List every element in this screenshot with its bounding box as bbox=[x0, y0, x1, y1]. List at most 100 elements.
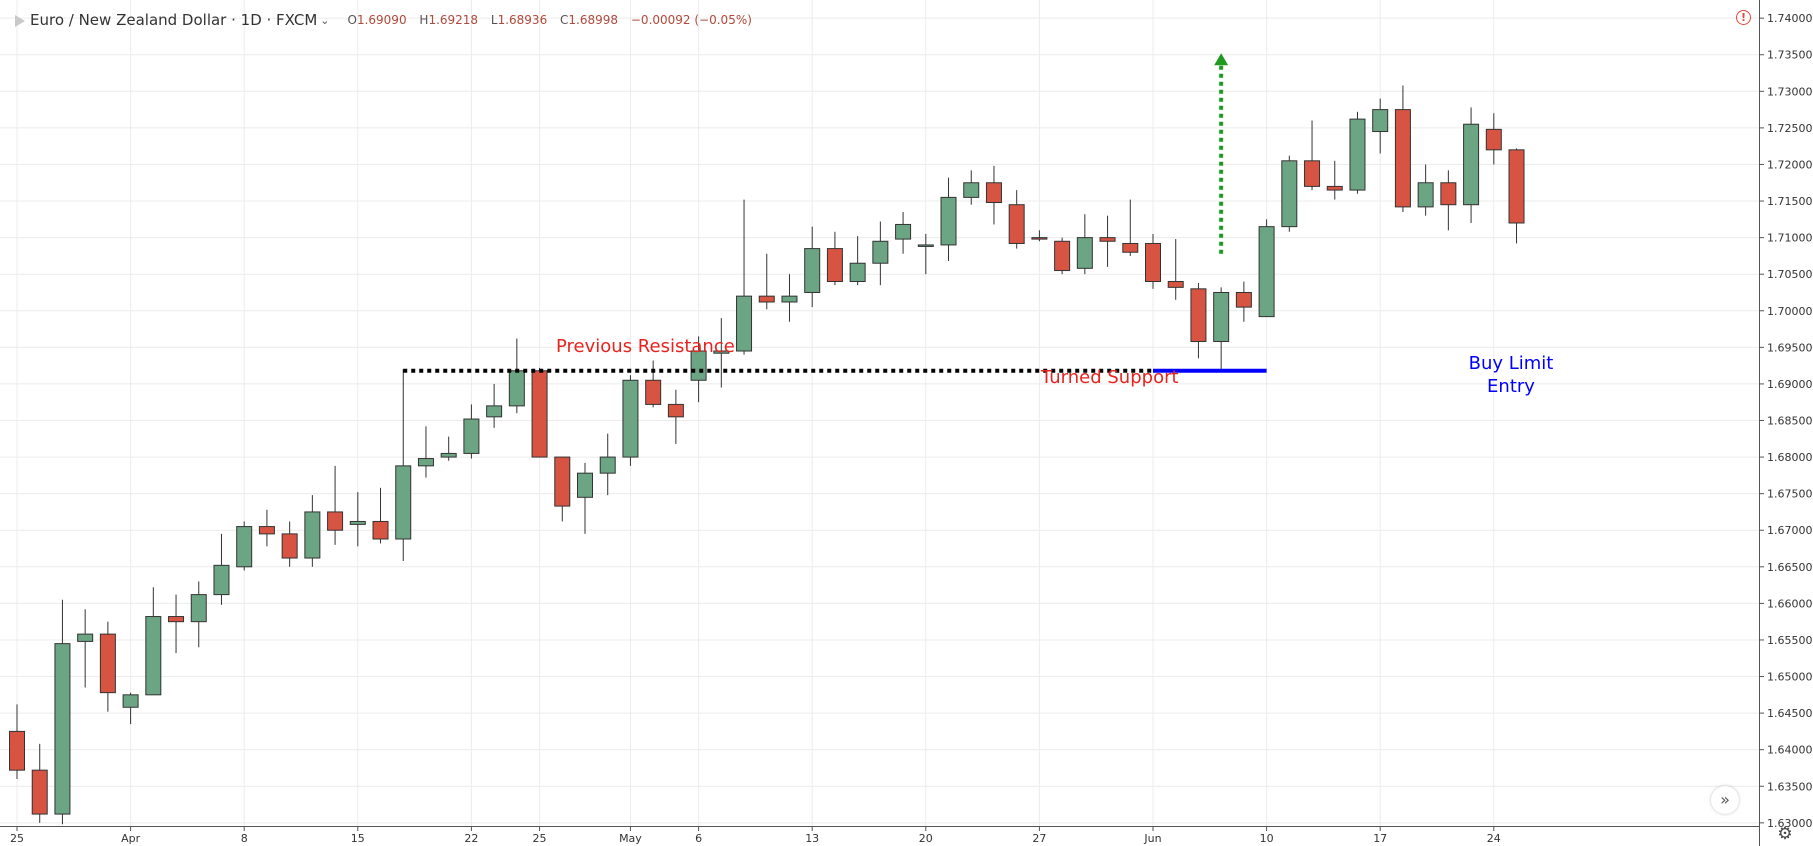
candle-body bbox=[486, 405, 503, 418]
candle-down bbox=[1167, 239, 1184, 300]
time-tick-label: May bbox=[619, 832, 642, 845]
candle-up bbox=[190, 581, 207, 648]
time-tick-label: Apr bbox=[121, 832, 141, 845]
candle-body bbox=[804, 248, 821, 293]
candle-down bbox=[1190, 282, 1207, 359]
candle-down bbox=[372, 487, 389, 544]
candle-up bbox=[1258, 219, 1275, 318]
time-tick-label: 15 bbox=[351, 832, 365, 845]
candle-down bbox=[258, 509, 275, 547]
price-tick-label: 1.72500 bbox=[1767, 122, 1813, 135]
candle-body bbox=[1485, 128, 1502, 151]
candle-body bbox=[1213, 291, 1230, 342]
previous-resistance-label: Previous Resistance bbox=[556, 336, 735, 357]
candle-down bbox=[1122, 199, 1139, 256]
candle-body bbox=[1349, 118, 1366, 191]
candle-down bbox=[645, 360, 662, 408]
candle-down bbox=[168, 594, 185, 654]
candle-body bbox=[781, 295, 798, 303]
candle-up bbox=[417, 426, 434, 478]
fast-forward-icon[interactable]: » bbox=[1711, 786, 1739, 814]
candle-body bbox=[1258, 226, 1275, 318]
candle-body bbox=[1281, 160, 1298, 228]
candle-up bbox=[1076, 214, 1093, 275]
time-tick-label: 20 bbox=[919, 832, 933, 845]
candle-body bbox=[826, 248, 843, 283]
candle-body bbox=[349, 520, 366, 525]
candle-up bbox=[577, 462, 593, 534]
candle-body bbox=[849, 262, 866, 283]
candle-body bbox=[667, 403, 684, 418]
candle-body bbox=[258, 526, 275, 535]
price-axis[interactable]: 1.74000 1.73500 1.73000 1.72500 1.72000 1.715… bbox=[1759, 12, 1813, 830]
candle-body bbox=[963, 182, 980, 198]
candle-down bbox=[1054, 237, 1071, 275]
candle-body bbox=[463, 418, 480, 454]
candle-up bbox=[77, 609, 94, 688]
candle-body bbox=[99, 633, 116, 694]
price-tick-label: 1.68500 bbox=[1767, 415, 1813, 428]
candle-up bbox=[213, 533, 230, 605]
candle-down bbox=[758, 253, 775, 310]
candle-body bbox=[622, 379, 639, 458]
candle-down bbox=[1485, 113, 1502, 165]
gear-icon[interactable]: ⚙ bbox=[1777, 824, 1793, 844]
price-tick-label: 1.71500 bbox=[1767, 195, 1813, 208]
candle-body bbox=[1008, 204, 1025, 244]
candle-up bbox=[1349, 111, 1366, 194]
candle-up bbox=[804, 226, 821, 308]
candle-body bbox=[872, 240, 889, 264]
price-tick-label: 1.63500 bbox=[1767, 780, 1813, 793]
turned-support-label: Turned Support bbox=[1040, 367, 1179, 388]
candle-down bbox=[327, 465, 344, 545]
entry-label: Entry bbox=[1487, 376, 1535, 397]
candle-down bbox=[1304, 120, 1321, 191]
candle-down bbox=[1145, 233, 1161, 289]
price-tick-label: 1.63000 bbox=[1767, 817, 1813, 830]
candle-body bbox=[736, 295, 753, 352]
candle-up bbox=[895, 212, 912, 254]
buy-limit-label: Buy Limit bbox=[1469, 353, 1554, 374]
candle-body bbox=[236, 526, 253, 568]
candle-body bbox=[599, 456, 616, 474]
candle-body bbox=[145, 616, 162, 696]
time-axis[interactable]: 25 Apr 8 15 22 25 May 6 13 20 27 Jun 10 17 24 bbox=[10, 826, 1501, 846]
candle-up bbox=[849, 236, 866, 286]
price-tick-label: 1.71000 bbox=[1767, 232, 1813, 245]
candle-body bbox=[713, 350, 730, 354]
candle-body bbox=[1031, 237, 1048, 240]
candle-body bbox=[1372, 109, 1389, 133]
candle-body bbox=[940, 196, 957, 246]
alert-icon[interactable]: ! bbox=[1736, 10, 1751, 25]
candle-body bbox=[1145, 242, 1161, 283]
candle-up bbox=[1213, 287, 1230, 370]
chart-grid bbox=[0, 0, 1760, 846]
candle-body bbox=[213, 564, 230, 596]
candle-body bbox=[1326, 185, 1343, 191]
candle-body bbox=[1463, 123, 1480, 206]
candle-up bbox=[622, 375, 639, 466]
candle-body bbox=[1304, 160, 1321, 187]
candle-body bbox=[9, 730, 25, 771]
candle-up bbox=[1281, 155, 1298, 232]
candle-up bbox=[440, 436, 457, 461]
price-tick-label: 1.64000 bbox=[1767, 744, 1813, 757]
candle-body bbox=[1417, 182, 1434, 208]
candle-up bbox=[599, 433, 616, 496]
price-tick-label: 1.66000 bbox=[1767, 597, 1813, 610]
candle-down bbox=[9, 704, 25, 779]
candle-down bbox=[1031, 230, 1048, 242]
candle-body bbox=[440, 452, 457, 458]
candle-down bbox=[1235, 281, 1252, 322]
candle-up bbox=[963, 170, 980, 205]
price-tick-label: 1.74000 bbox=[1767, 12, 1813, 25]
candle-up bbox=[463, 404, 480, 459]
candle-body bbox=[1167, 281, 1184, 288]
candle-down bbox=[531, 367, 548, 458]
candle-body bbox=[645, 379, 662, 405]
price-tick-label: 1.64500 bbox=[1767, 707, 1813, 720]
price-tick-label: 1.69000 bbox=[1767, 378, 1813, 391]
candle-down bbox=[554, 456, 571, 522]
time-tick-label: 27 bbox=[1032, 832, 1046, 845]
